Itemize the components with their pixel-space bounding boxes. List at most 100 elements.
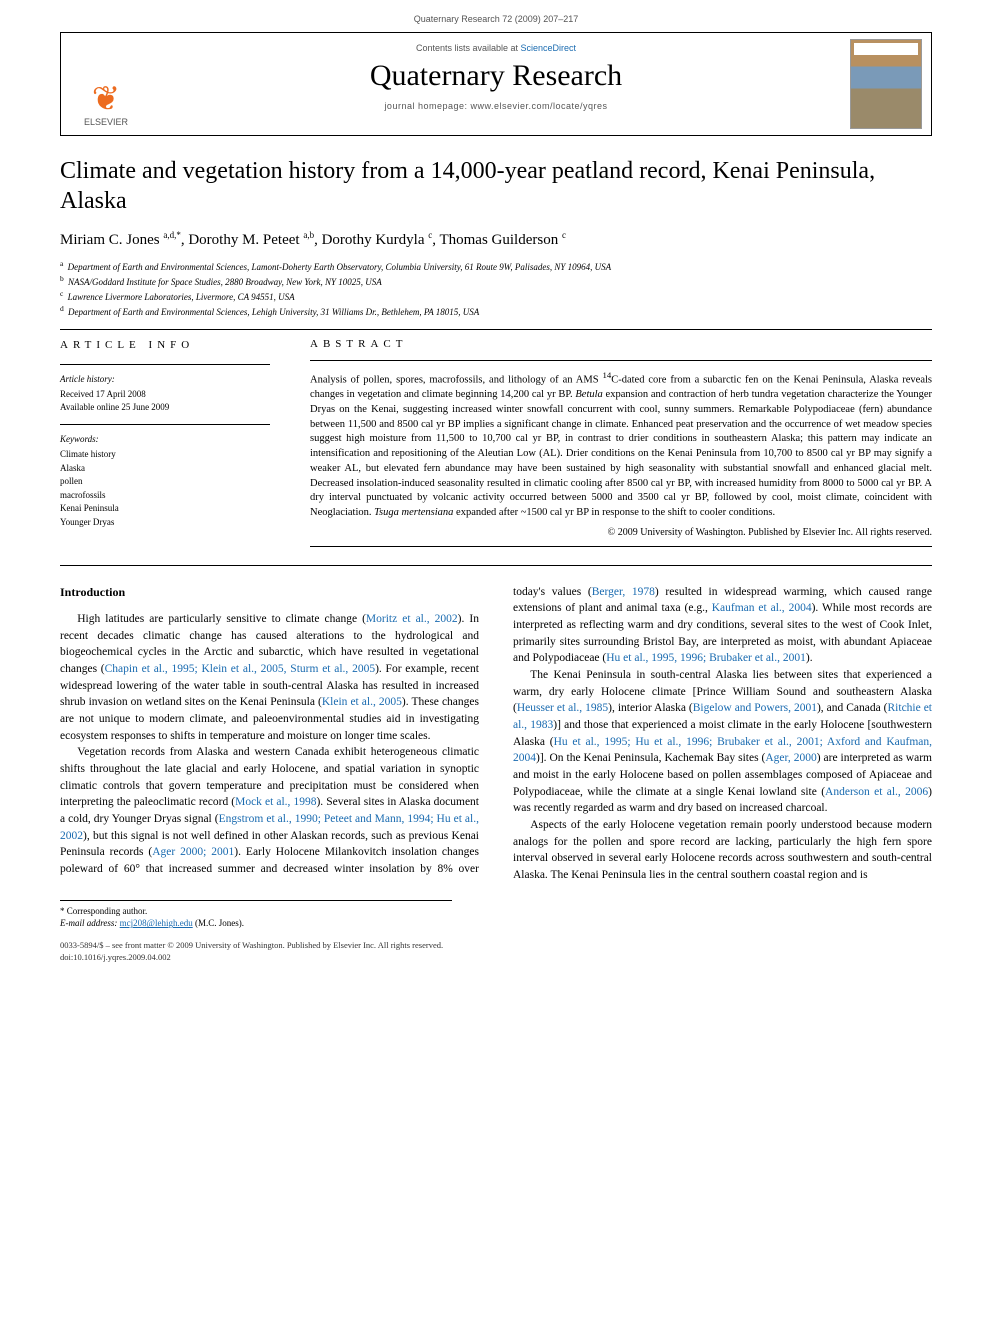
keyword: Climate history: [60, 448, 270, 462]
keyword: Alaska: [60, 462, 270, 476]
article-info-column: ARTICLE INFO Article history: Received 1…: [60, 338, 270, 554]
aff-text: Department of Earth and Environmental Sc…: [68, 307, 479, 317]
publisher-logo-block: ❦ ELSEVIER: [61, 33, 151, 135]
abs-span: Analysis of pollen, spores, macrofossils…: [310, 375, 602, 386]
citation-link[interactable]: Anderson et al., 2006: [825, 786, 928, 798]
cover-thumb-block: [841, 33, 931, 135]
homepage-prefix: journal homepage:: [384, 101, 470, 111]
journal-banner: ❦ ELSEVIER Contents lists available at S…: [60, 32, 932, 136]
divider: [60, 364, 270, 365]
homepage-url: www.elsevier.com/locate/yqres: [471, 101, 608, 111]
citation-link[interactable]: Hu et al., 1995, 1996; Brubaker et al., …: [606, 652, 806, 664]
online-date: Available online 25 June 2009: [60, 401, 270, 414]
divider: [60, 565, 932, 566]
elsevier-tree-icon: ❦: [84, 83, 128, 117]
divider: [310, 546, 932, 547]
abstract-column: ABSTRACT Analysis of pollen, spores, mac…: [310, 338, 932, 554]
aff-key: a: [60, 259, 63, 268]
section-heading-introduction: Introduction: [60, 584, 479, 601]
author-name: Dorothy M. Peteet: [188, 232, 299, 248]
citation-link[interactable]: Ager 2000; 2001: [152, 846, 234, 858]
page-footer: 0033-5894/$ – see front matter © 2009 Un…: [0, 930, 992, 984]
author: Thomas Guilderson c: [439, 232, 565, 248]
aff-text: NASA/Goddard Institute for Space Studies…: [68, 277, 382, 287]
body-columns: Introduction High latitudes are particul…: [60, 584, 932, 884]
author-marks: a,d,*: [163, 230, 181, 240]
aff-key: b: [60, 274, 64, 283]
sciencedirect-link[interactable]: ScienceDirect: [521, 43, 577, 53]
aff-text: Department of Earth and Environmental Sc…: [68, 262, 612, 272]
banner-center: Contents lists available at ScienceDirec…: [151, 33, 841, 135]
divider: [310, 360, 932, 361]
abs-sup: 14: [602, 370, 611, 380]
author-name: Dorothy Kurdyla: [322, 232, 425, 248]
authors-line: Miriam C. Jones a,d,*, Dorothy M. Peteet…: [60, 230, 932, 249]
abs-span: expanded after ~1500 cal yr BP in respon…: [453, 507, 775, 518]
author-marks: c: [428, 230, 432, 240]
running-header: Quaternary Research 72 (2009) 207–217: [0, 0, 992, 32]
body-span: High latitudes are particularly sensitiv…: [77, 613, 366, 625]
body-paragraph: The Kenai Peninsula in south-central Ala…: [513, 667, 932, 817]
article-history-block: Article history: Received 17 April 2008 …: [60, 373, 270, 414]
abs-ital: Betula: [575, 389, 602, 400]
email-label: E-mail address:: [60, 918, 117, 928]
article-info-heading: ARTICLE INFO: [60, 338, 270, 354]
publisher-name: ELSEVIER: [84, 117, 128, 127]
body-span: ), interior Alaska (: [608, 702, 693, 714]
body-paragraph: Aspects of the early Holocene vegetation…: [513, 817, 932, 884]
citation-link[interactable]: Chapin et al., 1995; Klein et al., 2005,…: [105, 663, 375, 675]
footer-copyright: 0033-5894/$ – see front matter © 2009 Un…: [60, 940, 932, 952]
homepage-line: journal homepage: www.elsevier.com/locat…: [151, 101, 841, 111]
abstract-heading: ABSTRACT: [310, 338, 932, 350]
journal-name: Quaternary Research: [151, 59, 841, 93]
aff-key: c: [60, 289, 63, 298]
affiliation: c Lawrence Livermore Laboratories, Liver…: [60, 289, 932, 304]
corr-author-label: * Corresponding author.: [60, 905, 452, 918]
contents-prefix: Contents lists available at: [416, 43, 521, 53]
divider: [60, 329, 932, 330]
citation-link[interactable]: Klein et al., 2005: [322, 696, 402, 708]
body-span: ), and Canada (: [817, 702, 888, 714]
contents-line: Contents lists available at ScienceDirec…: [151, 43, 841, 53]
citation-link[interactable]: Mock et al., 1998: [235, 796, 316, 808]
affiliation: b NASA/Goddard Institute for Space Studi…: [60, 274, 932, 289]
affiliations: a Department of Earth and Environmental …: [60, 259, 932, 319]
history-label: Article history:: [60, 373, 270, 386]
citation-link[interactable]: Moritz et al., 2002: [366, 613, 458, 625]
citation-link[interactable]: Heusser et al., 1985: [517, 702, 608, 714]
abs-ital: Tsuga mertensiana: [374, 507, 453, 518]
body-paragraph: High latitudes are particularly sensitiv…: [60, 611, 479, 744]
aff-key: d: [60, 304, 64, 313]
author: Dorothy Kurdyla c: [322, 232, 433, 248]
cover-thumbnail: [850, 39, 922, 129]
keywords-label: Keywords:: [60, 433, 270, 446]
abstract-text: Analysis of pollen, spores, macrofossils…: [310, 369, 932, 520]
email-attribution: (M.C. Jones).: [195, 918, 244, 928]
corresponding-author-footnote: * Corresponding author. E-mail address: …: [60, 900, 452, 930]
footer-doi: doi:10.1016/j.yqres.2009.04.002: [60, 952, 932, 964]
body-span: ).: [806, 652, 813, 664]
abs-span: expansion and contraction of herb tundra…: [310, 389, 932, 518]
keyword: macrofossils: [60, 489, 270, 503]
author: Dorothy M. Peteet a,b: [188, 232, 314, 248]
received-date: Received 17 April 2008: [60, 388, 270, 401]
article-title: Climate and vegetation history from a 14…: [60, 156, 932, 216]
abstract-copyright: © 2009 University of Washington. Publish…: [310, 527, 932, 538]
corr-author-email[interactable]: mcj208@lehigh.edu: [120, 918, 193, 928]
divider: [60, 424, 270, 425]
keyword: pollen: [60, 475, 270, 489]
keyword: Kenai Peninsula: [60, 502, 270, 516]
citation-link[interactable]: Bigelow and Powers, 2001: [693, 702, 817, 714]
author-name: Miriam C. Jones: [60, 232, 160, 248]
affiliation: d Department of Earth and Environmental …: [60, 304, 932, 319]
affiliation: a Department of Earth and Environmental …: [60, 259, 932, 274]
citation-link[interactable]: Kaufman et al., 2004: [712, 602, 812, 614]
citation-link[interactable]: Berger, 1978: [592, 586, 655, 598]
author: Miriam C. Jones a,d,*: [60, 232, 181, 248]
citation-link[interactable]: Ager, 2000: [765, 752, 816, 764]
author-name: Thomas Guilderson: [439, 232, 558, 248]
keyword: Younger Dryas: [60, 516, 270, 530]
info-abstract-row: ARTICLE INFO Article history: Received 1…: [60, 338, 932, 554]
author-marks: c: [562, 230, 566, 240]
author-marks: a,b: [303, 230, 314, 240]
